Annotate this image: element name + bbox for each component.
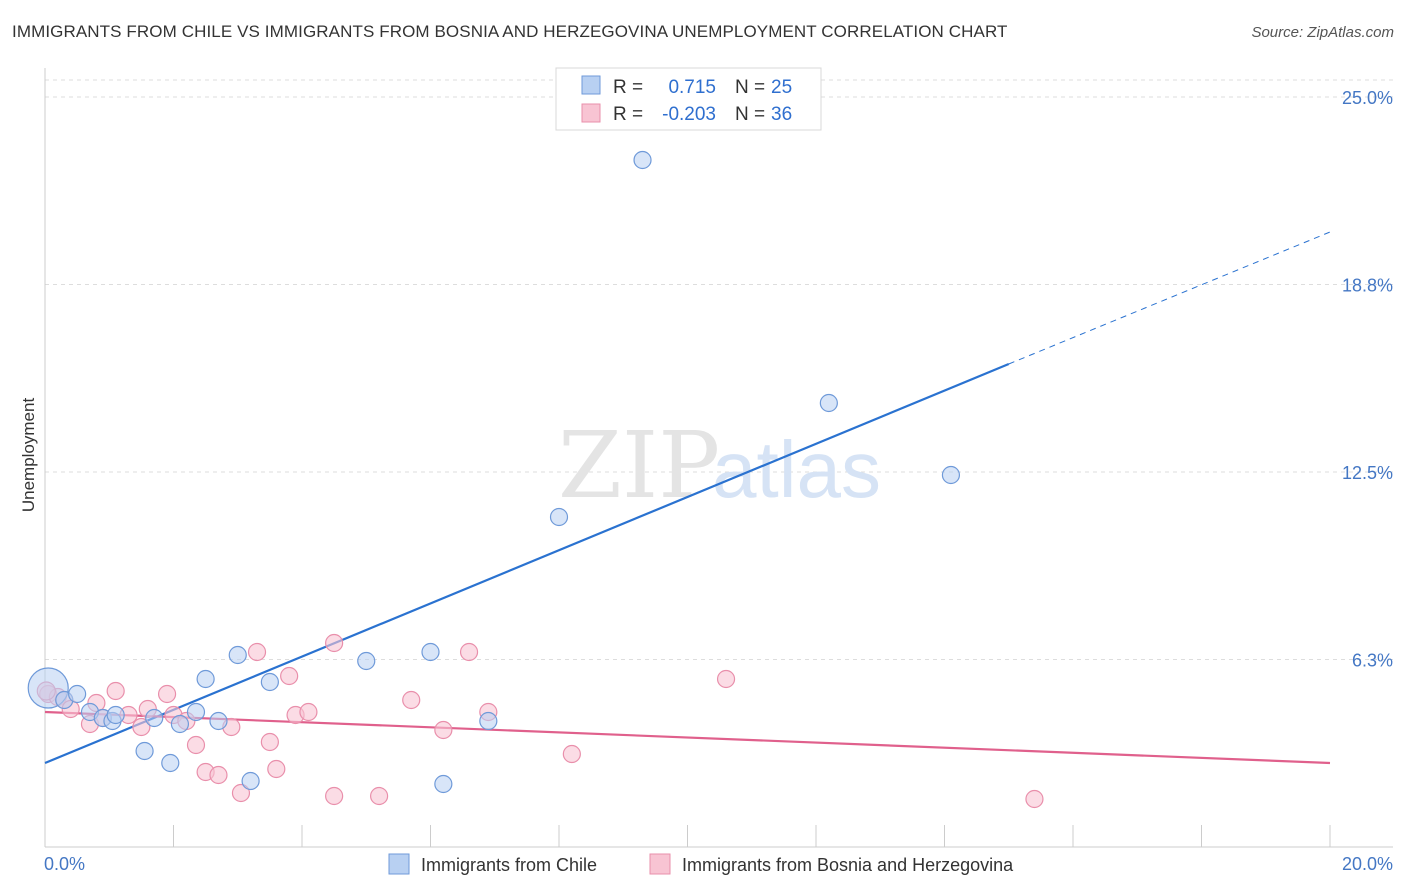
chile-point (209, 711, 228, 731)
bosnia-point (247, 642, 267, 662)
bottom-legend-label-chile: Immigrants from Chile (421, 855, 597, 875)
chile-point (357, 651, 376, 671)
chile-point (633, 150, 652, 170)
chile-point (68, 684, 87, 704)
x-tick-label-max: 20.0% (1342, 854, 1393, 874)
chile-point (170, 714, 190, 734)
bosnia-point (132, 717, 151, 737)
x-tick-label-min: 0.0% (44, 854, 85, 874)
legend-n-value-chile: 25 (771, 77, 792, 98)
chile-point (421, 642, 440, 662)
bottom-legend-swatch-chile (388, 853, 410, 875)
bosnia-point (280, 666, 299, 686)
bosnia-point (209, 765, 228, 785)
chile-point (106, 705, 125, 725)
legend-r-value-chile: 0.715 (668, 77, 716, 98)
y-tick-label: 12.5% (1342, 463, 1393, 483)
y-tick-label: 18.8% (1342, 276, 1393, 296)
bosnia-point (267, 759, 286, 779)
bosnia-point (325, 633, 344, 653)
chile-trendline (44, 362, 1010, 765)
chile-point (228, 645, 247, 665)
chart-title: IMMIGRANTS FROM CHILE VS IMMIGRANTS FROM… (12, 22, 1008, 41)
bosnia-point (562, 744, 581, 764)
legend-box: R = 0.715 N = 25 R = -0.203 N = 36 (555, 67, 822, 131)
chile-trendline-extension (1008, 231, 1331, 365)
bosnia-point (106, 681, 125, 701)
bosnia-point (370, 786, 389, 806)
bosnia-point (716, 669, 736, 689)
legend-r-value-bosnia: -0.203 (662, 104, 716, 125)
legend-swatch-chile (581, 75, 601, 95)
bosnia-point (186, 735, 206, 755)
legend-n-label-bosnia: N = (735, 104, 765, 125)
bosnia-point (402, 690, 421, 710)
bosnia-point (231, 783, 251, 803)
watermark-atlas: atlas (712, 425, 881, 514)
y-axis-label: Unemployment (19, 398, 38, 513)
legend-n-label-chile: N = (735, 77, 765, 98)
watermark-zip: ZIP (558, 412, 720, 519)
chile-point (479, 711, 498, 731)
bottom-legend-label-bosnia: Immigrants from Bosnia and Herzegovina (682, 855, 1014, 875)
bottom-legend-swatch-bosnia (649, 853, 671, 875)
bosnia-point (260, 732, 279, 752)
legend-n-value-bosnia: 36 (771, 104, 792, 125)
bottom-legend: Immigrants from Chile Immigrants from Bo… (388, 853, 1014, 875)
chile-point (819, 393, 838, 413)
bosnia-point (434, 720, 453, 740)
data-points (27, 150, 1044, 809)
source-label: Source: ZipAtlas.com (1251, 24, 1394, 41)
chile-point (941, 465, 961, 485)
chile-point (196, 669, 215, 689)
axes: 6.3% 12.5% 18.8% 25.0% 0.0% 20.0% (44, 68, 1393, 874)
y-tick-label: 25.0% (1342, 88, 1393, 108)
trendlines (44, 231, 1331, 765)
chile-point (260, 672, 279, 692)
y-tick-label: 6.3% (1352, 651, 1393, 671)
bosnia-trendline (44, 710, 1331, 765)
chile-point (145, 708, 164, 728)
chile-point (434, 774, 453, 794)
chile-point (549, 507, 569, 527)
chile-point (186, 702, 206, 722)
legend-r-label-chile: R = (613, 77, 643, 98)
legend-r-label-bosnia: R = (613, 104, 643, 125)
bosnia-point (157, 684, 177, 704)
bosnia-point (325, 786, 344, 806)
chile-point (241, 771, 260, 791)
legend-swatch-bosnia (581, 103, 601, 123)
bosnia-point (1025, 789, 1044, 809)
bosnia-point (299, 702, 318, 722)
chile-point (135, 741, 154, 761)
grid-lines (45, 79, 1393, 660)
bosnia-point (459, 642, 479, 662)
chile-point (161, 753, 180, 773)
